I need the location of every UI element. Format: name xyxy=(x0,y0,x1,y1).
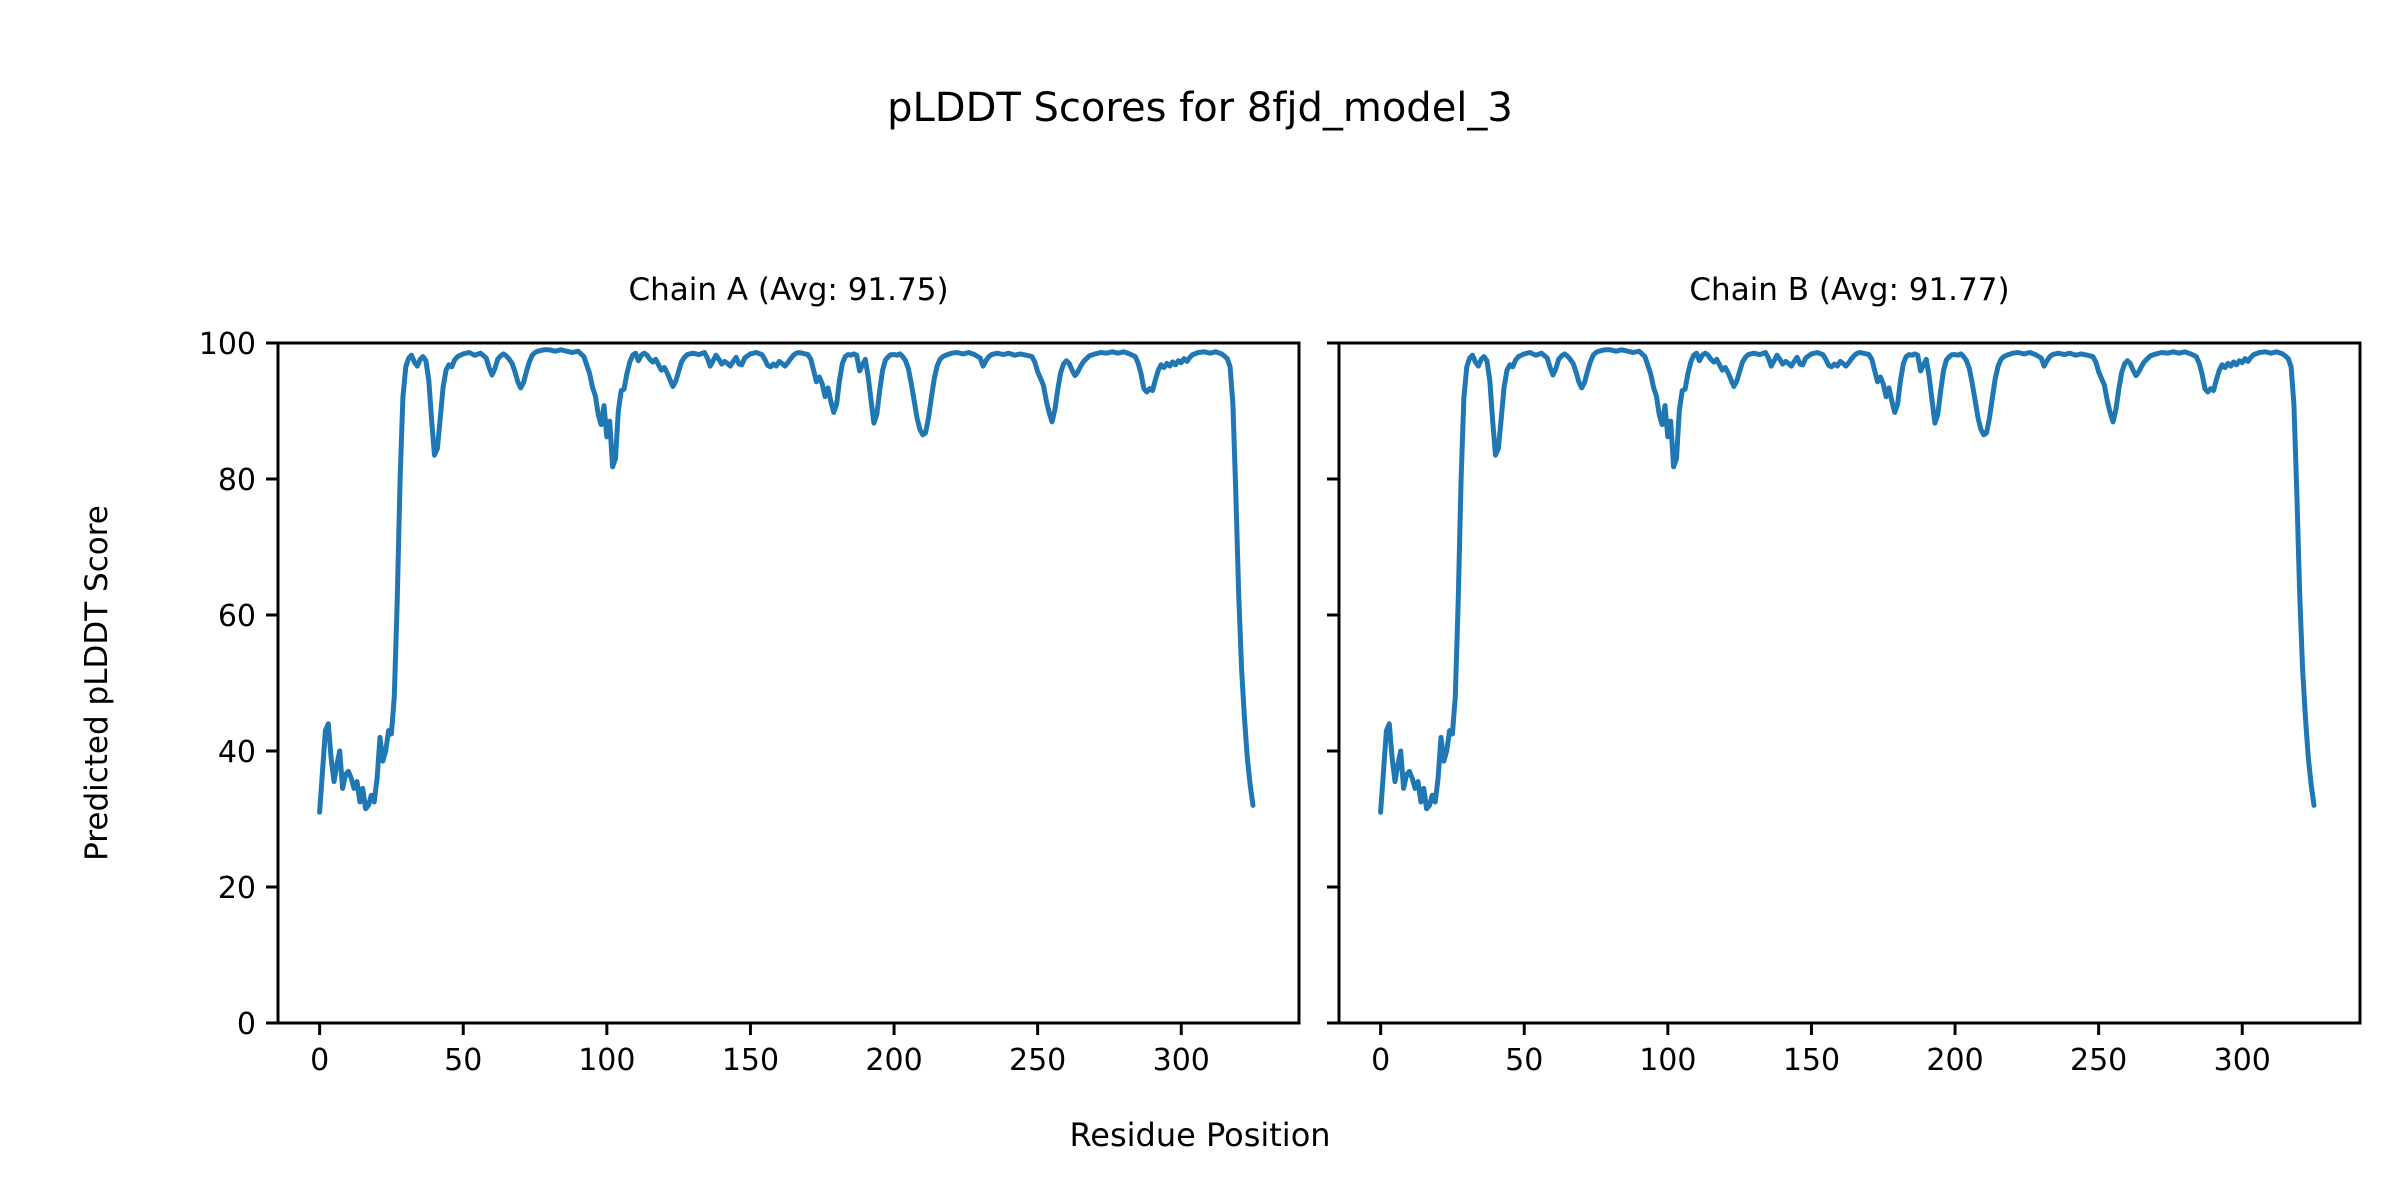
x-tick-label: 200 xyxy=(1926,1043,1983,1078)
x-tick-label: 250 xyxy=(2070,1043,2127,1078)
x-tick-label: 150 xyxy=(1783,1043,1840,1078)
y-tick-label: 60 xyxy=(218,599,256,634)
plddt-line xyxy=(1378,347,2317,815)
subplot-title-chain-a: Chain A (Avg: 91.75) xyxy=(628,272,949,308)
y-tick-label: 0 xyxy=(237,1007,256,1042)
x-tick-label: 300 xyxy=(1153,1043,1210,1078)
y-tick-label: 20 xyxy=(218,871,256,906)
plddt-line xyxy=(317,347,1256,815)
x-tick-label: 100 xyxy=(578,1043,635,1078)
axes-frame xyxy=(276,341,1301,1025)
chain-a-axes: 0 50 100 150 200 250 300 0 20 40 60 80 100 xyxy=(199,327,1301,1078)
x-tick-label: 0 xyxy=(1371,1043,1390,1078)
axes-frame xyxy=(1337,341,2362,1025)
y-axis-label: Predicted pLDDT Score xyxy=(79,505,115,861)
chain-b-axes: 0 50 100 150 200 250 300 xyxy=(1327,341,2362,1078)
x-tick-label: 200 xyxy=(865,1043,922,1078)
subplot-title-chain-b: Chain B (Avg: 91.77) xyxy=(1689,272,2010,308)
x-tick-label: 0 xyxy=(310,1043,329,1078)
x-axis-label: Residue Position xyxy=(1069,1116,1331,1154)
x-tick-label: 250 xyxy=(1009,1043,1066,1078)
x-tick-label: 50 xyxy=(444,1043,482,1078)
x-tick-label: 150 xyxy=(722,1043,779,1078)
y-tick-label: 40 xyxy=(218,735,256,770)
figure-title: pLDDT Scores for 8fjd_model_3 xyxy=(887,85,1513,131)
x-tick-label: 100 xyxy=(1639,1043,1696,1078)
x-tick-label: 300 xyxy=(2214,1043,2271,1078)
y-tick-label: 80 xyxy=(218,463,256,498)
y-tick-label: 100 xyxy=(199,327,256,362)
x-tick-label: 50 xyxy=(1505,1043,1543,1078)
